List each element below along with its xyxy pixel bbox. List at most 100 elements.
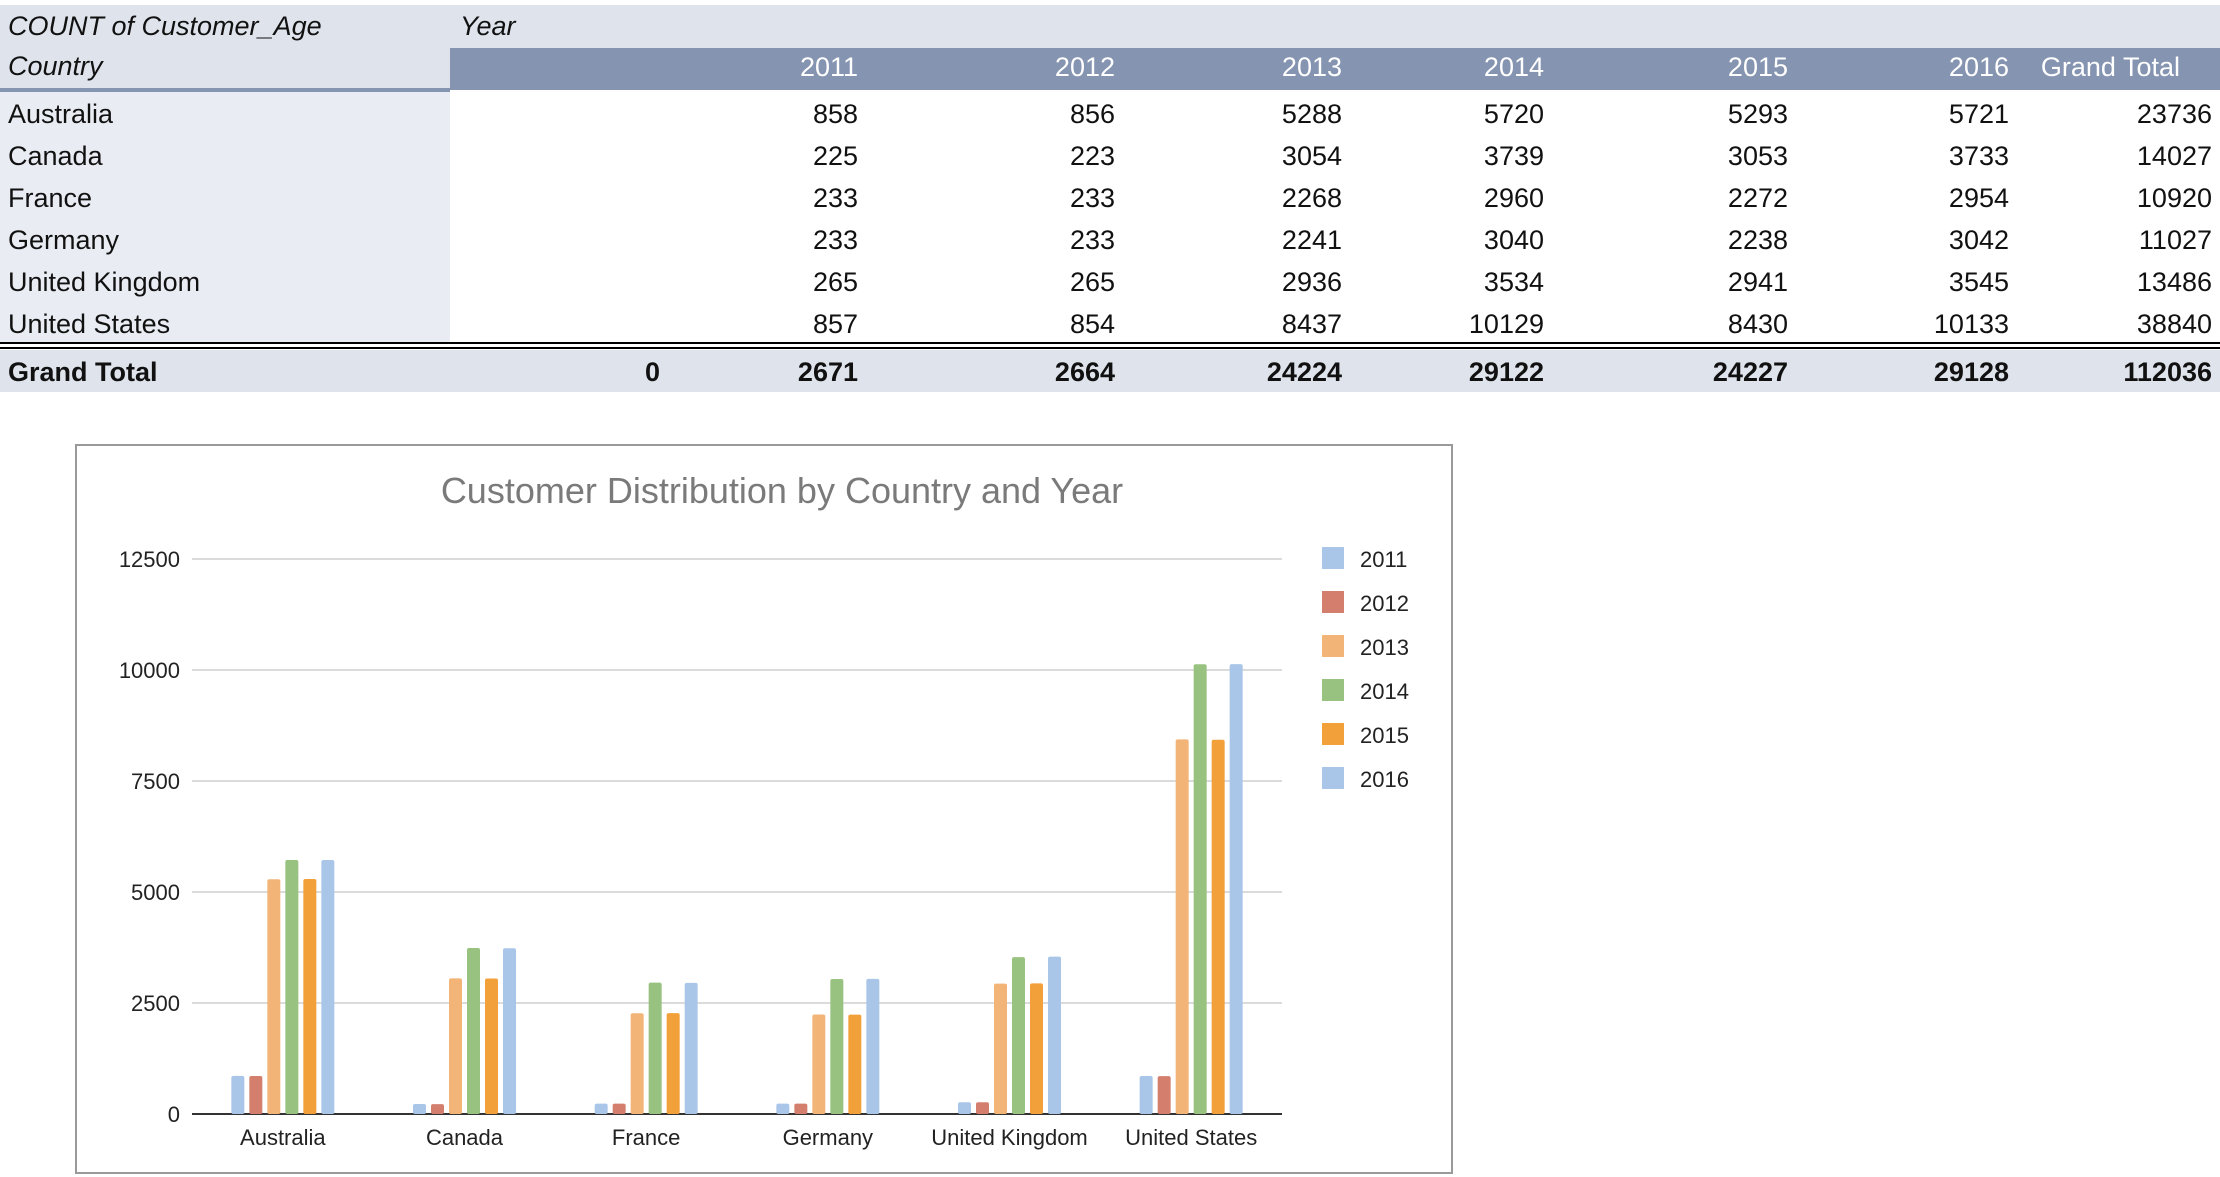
table-cell[interactable]: 2272 bbox=[1727, 183, 1788, 213]
legend-label: 2012 bbox=[1360, 591, 1409, 616]
table-cell[interactable]: 233 bbox=[812, 225, 858, 255]
year-header-2015[interactable]: 2015 bbox=[1727, 52, 1788, 82]
grand-total-cell[interactable]: 29128 bbox=[1933, 357, 2009, 387]
table-cell[interactable]: 5293 bbox=[1727, 99, 1788, 129]
bar-australia-2012 bbox=[249, 1075, 263, 1114]
y-tick-label: 0 bbox=[168, 1102, 180, 1127]
grand-total-cell[interactable]: 24227 bbox=[1712, 357, 1788, 387]
table-cell[interactable]: 3534 bbox=[1483, 267, 1544, 297]
y-tick-label: 5000 bbox=[131, 880, 180, 905]
x-tick-label: Canada bbox=[426, 1125, 504, 1150]
table-cell[interactable]: 5720 bbox=[1483, 99, 1544, 129]
grand-total-blank-value[interactable]: 0 bbox=[644, 357, 660, 387]
measure-label[interactable]: COUNT of Customer_Age bbox=[8, 11, 322, 41]
table-cell[interactable]: 2268 bbox=[1281, 183, 1342, 213]
table-cell[interactable]: 2954 bbox=[1948, 183, 2009, 213]
grand-total-cell[interactable]: 2664 bbox=[1054, 357, 1115, 387]
grand-total-cell[interactable]: 2671 bbox=[797, 357, 858, 387]
table-cell[interactable]: 10129 bbox=[1468, 309, 1544, 339]
header-underline bbox=[0, 88, 450, 92]
row-label[interactable]: Germany bbox=[8, 225, 120, 255]
grand-total-total[interactable]: 112036 bbox=[2123, 357, 2212, 387]
bar-united-kingdom-2014 bbox=[1012, 957, 1025, 1114]
table-cell[interactable]: 2241 bbox=[1281, 225, 1342, 255]
table-cell[interactable]: 3733 bbox=[1948, 141, 2009, 171]
table-cell[interactable]: 3042 bbox=[1948, 225, 2009, 255]
legend-swatch-2012 bbox=[1322, 591, 1344, 613]
row-label[interactable]: France bbox=[8, 183, 93, 213]
year-header-2014[interactable]: 2014 bbox=[1483, 52, 1544, 82]
grand-total-cell[interactable]: 24224 bbox=[1266, 357, 1342, 387]
table-cell[interactable]: 2936 bbox=[1281, 267, 1342, 297]
row-field-label[interactable]: Country bbox=[8, 51, 103, 81]
row-label[interactable]: United Kingdom bbox=[8, 267, 201, 297]
bar-canada-2013 bbox=[449, 978, 462, 1114]
column-field-label[interactable]: Year bbox=[460, 11, 516, 41]
row-total-cell[interactable]: 23736 bbox=[2136, 99, 2212, 129]
year-header-2011[interactable]: 2011 bbox=[799, 52, 858, 82]
row-label[interactable]: Australia bbox=[8, 99, 114, 129]
table-cell[interactable]: 857 bbox=[812, 309, 858, 339]
grand-total-label[interactable]: Grand Total bbox=[8, 357, 158, 387]
legend-swatch-2013 bbox=[1322, 635, 1344, 657]
bar-australia-2015 bbox=[303, 878, 317, 1114]
legend-swatch-2015 bbox=[1322, 723, 1344, 745]
table-cell[interactable]: 3545 bbox=[1948, 267, 2009, 297]
table-cell[interactable]: 856 bbox=[1069, 99, 1115, 129]
year-header-2013[interactable]: 2013 bbox=[1281, 52, 1342, 82]
table-cell[interactable]: 233 bbox=[1069, 225, 1115, 255]
table-cell[interactable]: 3054 bbox=[1281, 141, 1342, 171]
row-total-cell[interactable]: 13486 bbox=[2136, 267, 2212, 297]
bar-france-2013 bbox=[630, 1013, 644, 1114]
table-cell[interactable]: 3053 bbox=[1727, 141, 1788, 171]
table-cell[interactable]: 265 bbox=[812, 267, 858, 297]
table-cell[interactable]: 2941 bbox=[1727, 267, 1788, 297]
row-total-cell[interactable]: 14027 bbox=[2136, 141, 2212, 171]
table-cell[interactable]: 2960 bbox=[1483, 183, 1544, 213]
x-tick-label: Australia bbox=[240, 1125, 326, 1150]
bar-united-states-2014 bbox=[1193, 664, 1207, 1114]
table-cell[interactable]: 854 bbox=[1069, 309, 1115, 339]
table-cell[interactable]: 858 bbox=[812, 99, 858, 129]
table-cell[interactable]: 2238 bbox=[1727, 225, 1788, 255]
row-total-cell[interactable]: 10920 bbox=[2136, 183, 2212, 213]
table-cell[interactable]: 3739 bbox=[1483, 141, 1544, 171]
bar-canada-2014 bbox=[467, 947, 480, 1114]
year-header-2016[interactable]: 2016 bbox=[1948, 52, 2009, 82]
row-label[interactable]: Canada bbox=[8, 141, 103, 171]
bar-france-2012 bbox=[612, 1103, 626, 1114]
bar-france-2016 bbox=[684, 982, 698, 1114]
legend-label: 2015 bbox=[1360, 723, 1409, 748]
row-total-cell[interactable]: 38840 bbox=[2136, 309, 2212, 339]
bar-germany-2012 bbox=[794, 1103, 808, 1114]
table-cell[interactable]: 8437 bbox=[1281, 309, 1342, 339]
row-total-cell[interactable]: 11027 bbox=[2138, 225, 2212, 255]
x-tick-label: Germany bbox=[783, 1125, 873, 1150]
grand-total-cell[interactable]: 29122 bbox=[1468, 357, 1544, 387]
y-tick-label: 12500 bbox=[119, 547, 180, 572]
table-cell[interactable]: 225 bbox=[812, 141, 858, 171]
chart-container[interactable]: Customer Distribution by Country and Yea… bbox=[75, 444, 1453, 1174]
year-header-2012[interactable]: 2012 bbox=[1054, 52, 1115, 82]
y-tick-label: 10000 bbox=[119, 658, 180, 683]
table-cell[interactable]: 8430 bbox=[1727, 309, 1788, 339]
table-cell[interactable]: 233 bbox=[812, 183, 858, 213]
bar-united-kingdom-2015 bbox=[1030, 983, 1043, 1114]
grand-total-header[interactable]: Grand Total bbox=[2040, 52, 2180, 82]
table-cell[interactable]: 10133 bbox=[1933, 309, 2009, 339]
table-cell[interactable]: 5288 bbox=[1281, 99, 1342, 129]
table-cell[interactable]: 3040 bbox=[1483, 225, 1544, 255]
table-cell[interactable]: 233 bbox=[1069, 183, 1115, 213]
bar-germany-2013 bbox=[812, 1014, 826, 1114]
row-label[interactable]: United States bbox=[8, 309, 171, 339]
table-cell[interactable]: 265 bbox=[1069, 267, 1115, 297]
bar-canada-2015 bbox=[485, 978, 498, 1114]
table-cell[interactable]: 223 bbox=[1069, 141, 1115, 171]
table-cell[interactable]: 5721 bbox=[1948, 99, 2009, 129]
x-tick-label: United Kingdom bbox=[931, 1125, 1088, 1150]
bar-australia-2014 bbox=[285, 860, 299, 1114]
bar-germany-2014 bbox=[830, 979, 844, 1114]
bar-france-2015 bbox=[666, 1013, 680, 1114]
y-tick-label: 2500 bbox=[131, 991, 180, 1016]
y-tick-label: 7500 bbox=[131, 769, 180, 794]
